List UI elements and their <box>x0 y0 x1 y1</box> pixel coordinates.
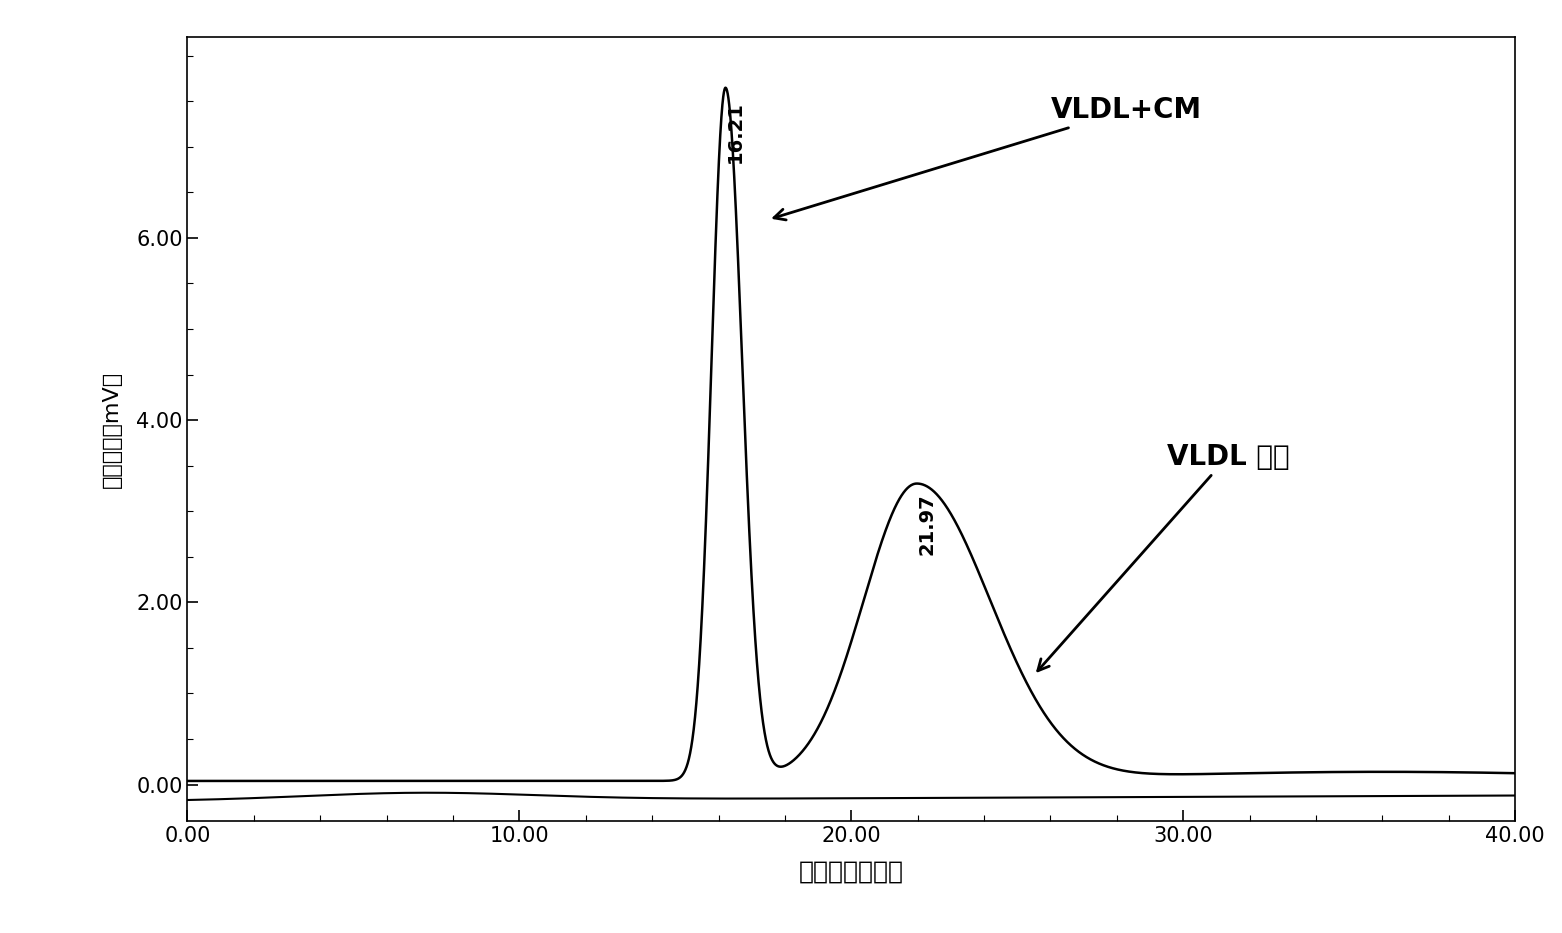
X-axis label: 洗脱时间（分）: 洗脱时间（分） <box>798 860 904 884</box>
Y-axis label: 着色强度（mV）: 着色强度（mV） <box>102 370 122 488</box>
Text: 16.21: 16.21 <box>726 101 745 163</box>
Text: VLDL+CM: VLDL+CM <box>773 96 1201 220</box>
Text: 21.97: 21.97 <box>917 493 936 554</box>
Text: VLDL 残粒: VLDL 残粒 <box>1037 442 1289 671</box>
